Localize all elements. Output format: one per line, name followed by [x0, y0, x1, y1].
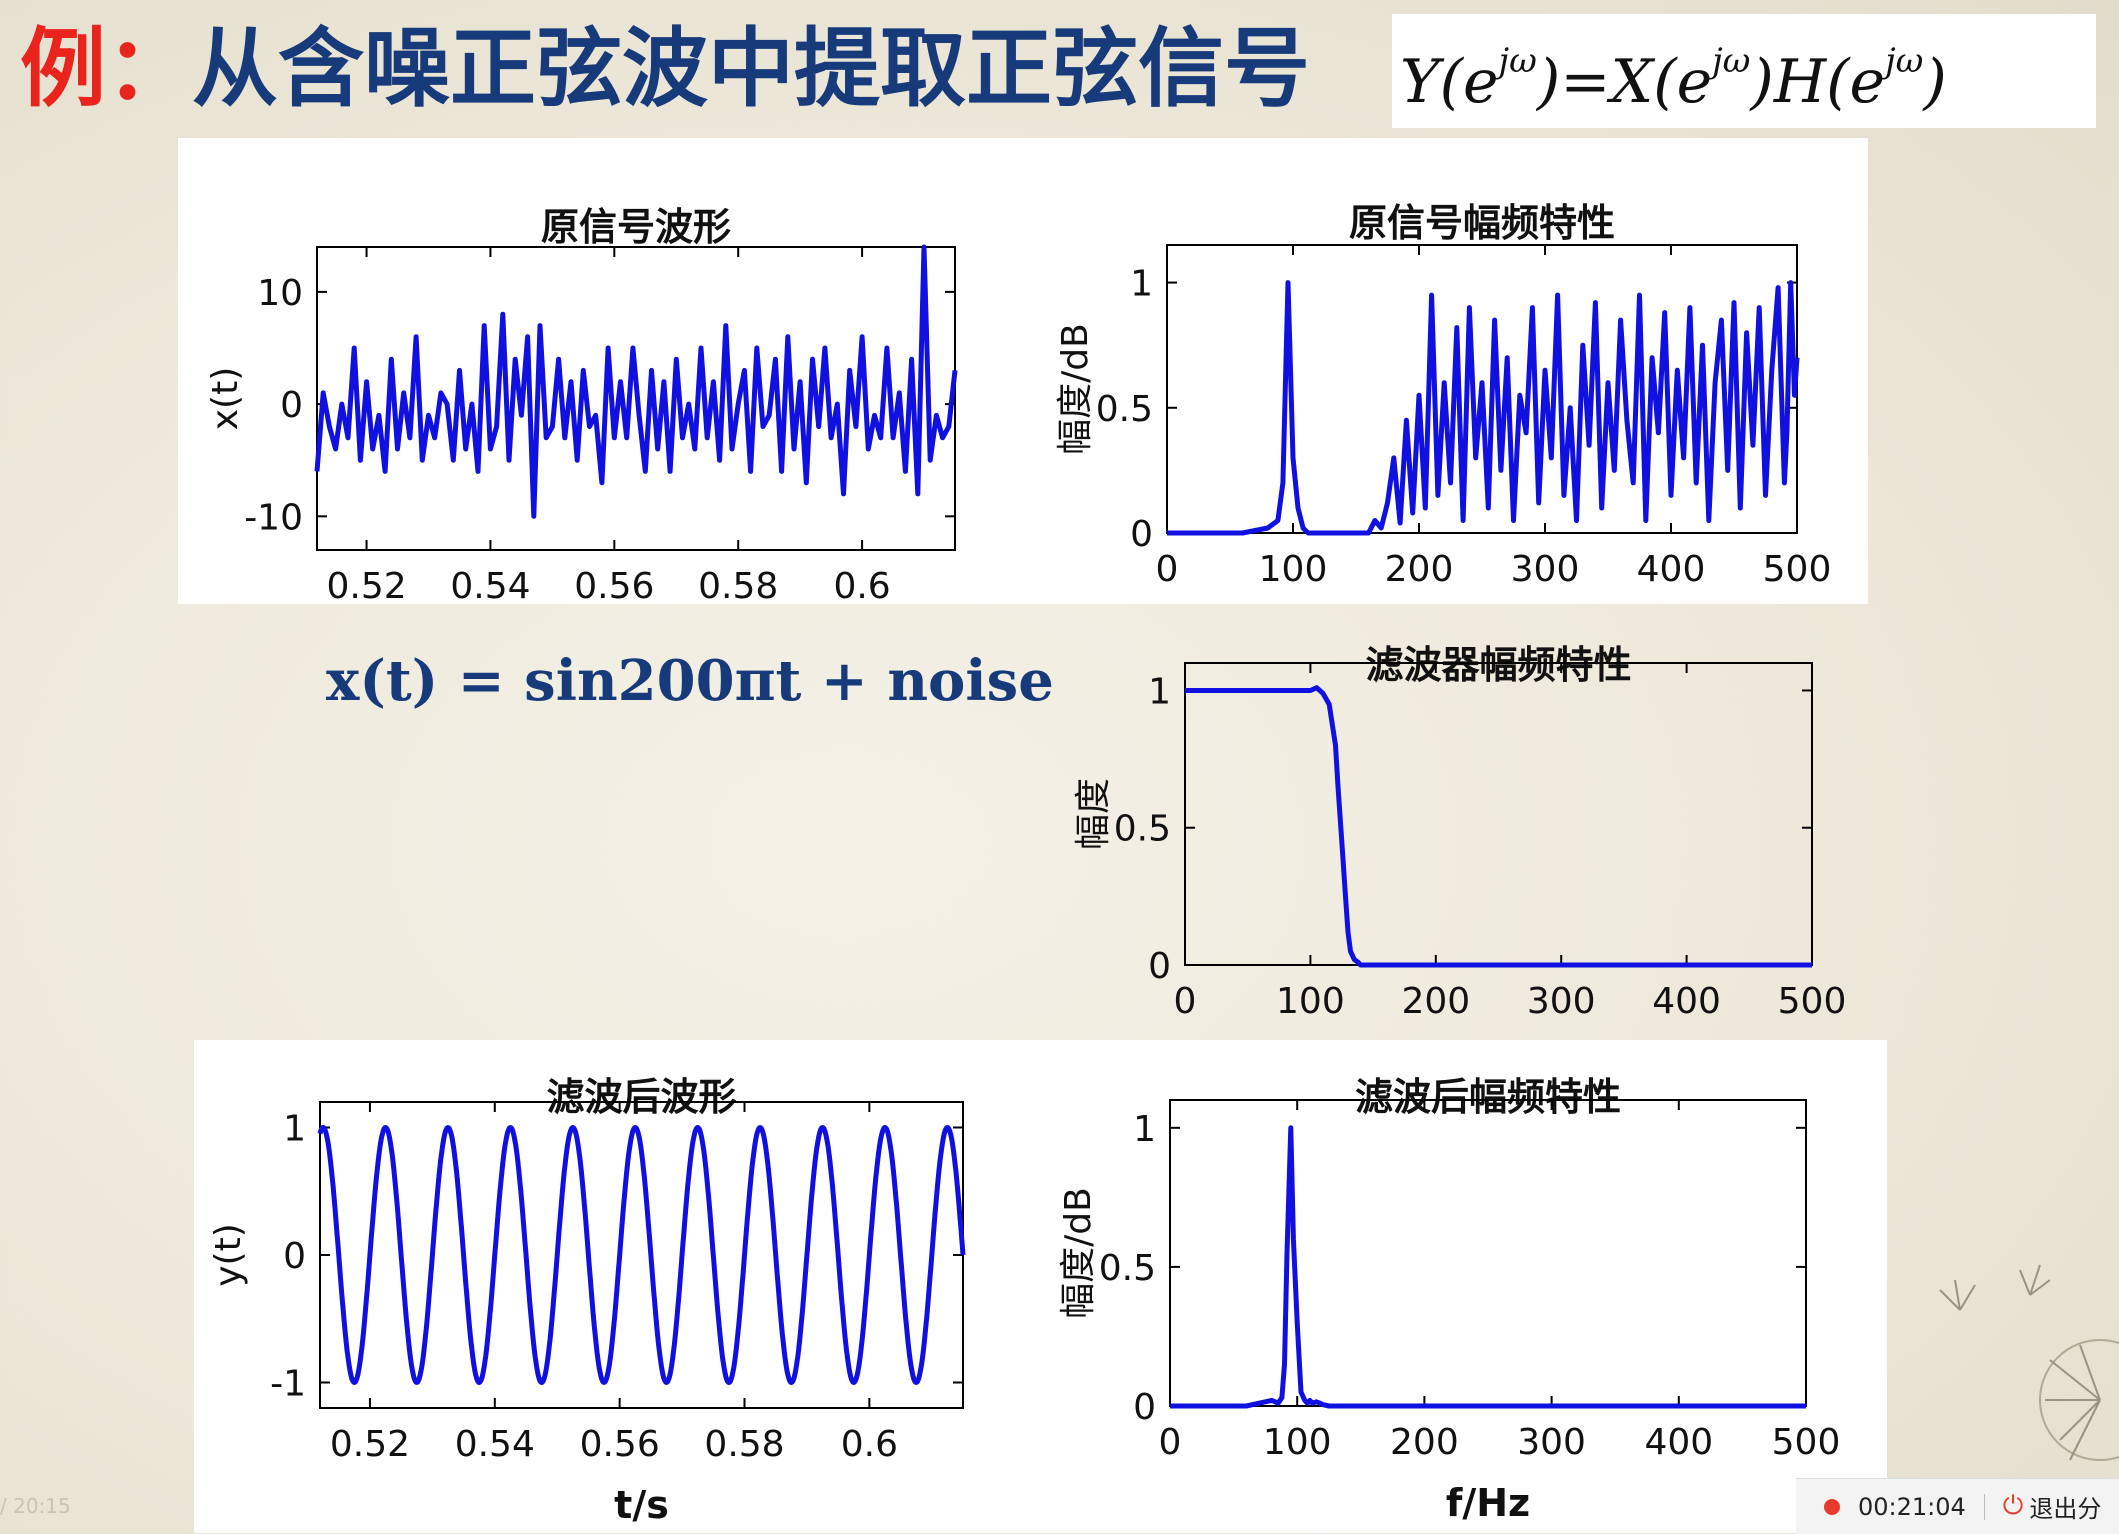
transfer-formula: Y(ejω)=X(ejω)H(ejω) — [1392, 14, 2096, 128]
filtered-spectrum-xtick-label: 500 — [1772, 1422, 1841, 1463]
filter-response-ylabel: 幅度 — [1073, 778, 1114, 850]
orig-spectrum-xtick-label: 500 — [1763, 549, 1832, 590]
filter-response-xtick-label: 200 — [1401, 981, 1470, 1022]
orig-spectrum-xtick-label: 0 — [1156, 549, 1179, 590]
formula-part-3: )H(e — [1748, 47, 1885, 117]
filtered-spectrum-ytick-label: 0.5 — [1099, 1248, 1156, 1289]
filter-response-frame — [1184, 662, 1813, 966]
orig-spectrum-xtick-label: 100 — [1259, 549, 1328, 590]
svg-text:Y(ejω)=X(ejω)H(ejω): Y(ejω)=X(ejω)H(ejω) — [1400, 41, 1947, 117]
formula-part-4: ) — [1921, 47, 1946, 117]
orig-wave-title: 原信号波形 — [541, 205, 731, 249]
filter-response-xtick-label: 0 — [1174, 981, 1197, 1022]
filtered-spectrum-ylabel: 幅度/dB — [1058, 1187, 1099, 1319]
filtered-wave-chart: 滤波后波形 0.52 0.54 0.56 0.58 0.6 -1 0 1 y(t) t/s — [208, 1075, 966, 1527]
formula-part-2: )=X(e — [1535, 47, 1712, 117]
filtered-spectrum-frame — [1169, 1099, 1807, 1407]
orig-wave-xtick-label: 0.54 — [450, 566, 530, 607]
orig-spectrum-xtick-label: 300 — [1511, 549, 1580, 590]
filtered-spectrum-xtick-label: 300 — [1517, 1422, 1586, 1463]
filter-response-title: 滤波器幅频特性 — [1365, 643, 1631, 687]
filter-response-xtick-label: 400 — [1652, 981, 1721, 1022]
orig-spectrum-series-line — [1167, 280, 1800, 536]
filtered-wave-xtick-label: 0.54 — [455, 1424, 535, 1465]
divider — [1983, 1493, 1985, 1520]
orig-wave-xtick-label: 0.52 — [326, 566, 406, 607]
slide-title: 例：从含噪正弦波中提取正弦信号 — [20, 14, 1310, 124]
filtered-spectrum-ytick-label: 0 — [1133, 1387, 1156, 1428]
orig-wave-xtick-label: 0.56 — [574, 566, 654, 607]
recording-status-bar: 00:21:04 ⏻ 退出分 — [1796, 1478, 2119, 1534]
formula-sup-1: jω — [1492, 41, 1537, 81]
signal-formula: x(t) = sin200πt + noise — [326, 648, 1054, 714]
elapsed-time: 00:21:04 — [1858, 1492, 1966, 1521]
orig-wave-ytick-label: 10 — [257, 273, 303, 314]
orig-wave-chart: 原信号波形 0.52 0.54 0.56 0.58 0.6 -10 0 10 x(t) — [205, 205, 958, 607]
orig-wave-ytick-label: -10 — [244, 497, 303, 538]
orig-spectrum-xtick-label: 400 — [1637, 549, 1706, 590]
filtered-wave-xtick-label: 0.52 — [330, 1424, 410, 1465]
title-main: 从含噪正弦波中提取正弦信号 — [192, 19, 1310, 119]
orig-spectrum-ytick-label: 0.5 — [1096, 389, 1153, 430]
orig-spectrum-title: 原信号幅频特性 — [1349, 201, 1615, 245]
power-icon[interactable]: ⏻ — [2002, 1491, 2024, 1521]
transfer-formula-svg: Y(ejω)=X(ejω)H(ejω) — [1400, 41, 1947, 117]
filter-response-series-line — [1185, 685, 1812, 968]
exit-button[interactable]: 退出分 — [2029, 1495, 2102, 1523]
filtered-wave-ylabel: y(t) — [208, 1223, 249, 1287]
filtered-spectrum-title: 滤波后幅频特性 — [1355, 1075, 1621, 1119]
filtered-spectrum-xtick-label: 0 — [1159, 1422, 1182, 1463]
filter-response-chart: 滤波器幅频特性 0 100 200 300 400 500 0 0.5 1 幅度 — [1073, 643, 1846, 1022]
filtered-wave-series-line — [317, 1125, 966, 1385]
filter-response-ytick-label: 0.5 — [1114, 809, 1171, 850]
bottom-charts-panel — [194, 1040, 1887, 1533]
orig-wave-ytick-label: 0 — [280, 385, 303, 426]
orig-wave-ylabel: x(t) — [205, 367, 246, 431]
filtered-wave-xtick-label: 0.6 — [841, 1424, 898, 1465]
filtered-spectrum-xlabel: f/Hz — [1446, 1481, 1530, 1525]
filtered-spectrum-xtick-label: 400 — [1644, 1422, 1713, 1463]
formula-sup-3: jω — [1878, 41, 1923, 81]
filtered-wave-xtick-label: 0.58 — [704, 1424, 784, 1465]
formula-part-1: Y(e — [1400, 47, 1499, 117]
filter-response-xtick-label: 300 — [1527, 981, 1596, 1022]
filter-response-ytick-label: 1 — [1148, 671, 1171, 712]
filtered-wave-ytick-label: 0 — [283, 1236, 306, 1277]
orig-wave-frame — [316, 246, 956, 551]
filter-response-xtick-label: 500 — [1778, 981, 1847, 1022]
orig-spectrum-ylabel: 幅度/dB — [1055, 323, 1096, 455]
filtered-wave-ytick-label: 1 — [283, 1109, 306, 1150]
orig-spectrum-ytick-label: 0 — [1130, 514, 1153, 555]
orig-spectrum-chart: 原信号幅频特性 0 100 200 300 400 500 0 0.5 1 幅度/dB — [1055, 201, 1831, 590]
orig-wave-xtick-label: 0.6 — [833, 566, 890, 607]
record-indicator-icon — [1824, 1498, 1840, 1515]
orig-spectrum-xtick-label: 200 — [1385, 549, 1454, 590]
filtered-spectrum-chart: 滤波后幅频特性 0 100 200 300 400 500 0 0.5 1 幅度/dB f/Hz — [1058, 1075, 1840, 1525]
filtered-wave-xlabel: t/s — [614, 1483, 669, 1527]
filtered-spectrum-ytick-label: 1 — [1133, 1109, 1156, 1150]
orig-wave-xtick-label: 0.58 — [698, 566, 778, 607]
filtered-wave-ytick-label: -1 — [270, 1364, 306, 1405]
filter-response-ytick-label: 0 — [1148, 946, 1171, 987]
filtered-wave-xtick-label: 0.56 — [580, 1424, 660, 1465]
orig-wave-series-line — [314, 244, 958, 519]
video-duration: / 20:15 — [0, 1494, 71, 1518]
filter-response-xtick-label: 100 — [1276, 981, 1345, 1022]
orig-spectrum-ytick-label: 1 — [1130, 264, 1153, 305]
filtered-spectrum-xtick-label: 100 — [1263, 1422, 1332, 1463]
filtered-spectrum-xtick-label: 200 — [1390, 1422, 1459, 1463]
formula-sup-2: jω — [1705, 41, 1750, 81]
title-prefix: 例： — [20, 19, 192, 119]
filtered-wave-title: 滤波后波形 — [546, 1075, 736, 1119]
dandelion-decoration — [1939, 1264, 2119, 1461]
filtered-spectrum-series-line — [1170, 1125, 1806, 1409]
